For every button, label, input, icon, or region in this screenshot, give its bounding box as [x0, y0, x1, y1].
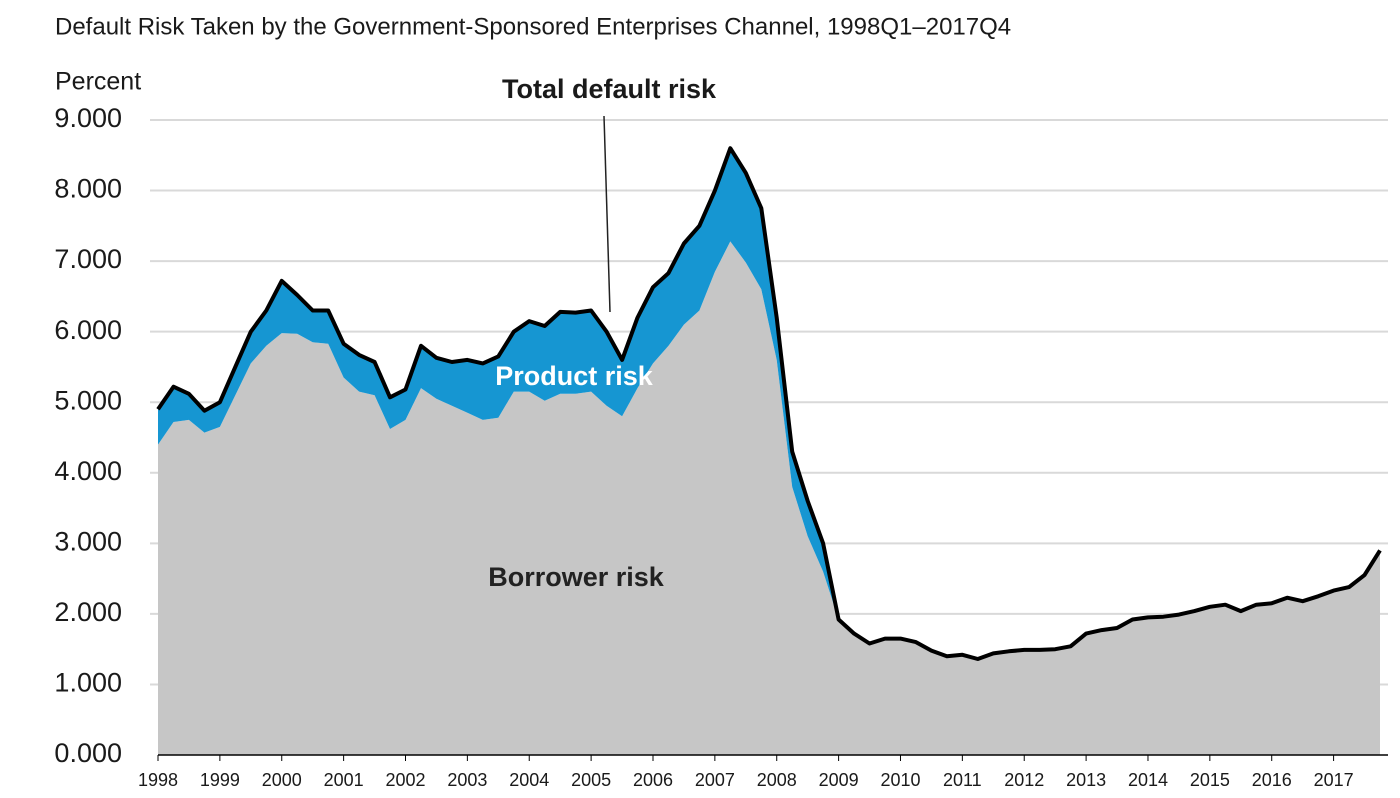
y-tick-label: 7.000 — [54, 244, 122, 274]
y-tick-label: 0.000 — [54, 738, 122, 768]
x-tick-label: 2011 — [943, 770, 982, 790]
x-tick-label: 1998 — [138, 770, 178, 790]
axes: 0.000 1.000 2.000 3.000 4.000 5.000 6.000 7.000… — [54, 103, 1388, 790]
total-line — [156, 146, 1382, 661]
area — [158, 241, 1380, 755]
x-tick-label: 2007 — [695, 770, 735, 790]
x-tick-label: 2000 — [262, 770, 302, 790]
x-tick-label: 2006 — [633, 770, 673, 790]
y-tick-label: 5.000 — [54, 385, 122, 415]
x-tick-label: 2005 — [571, 770, 611, 790]
y-tick-label: 6.000 — [54, 315, 122, 345]
x-tick-label: 2017 — [1314, 770, 1354, 790]
series-labels: Borrower risk Product risk — [488, 361, 665, 592]
y-tick-label: 4.000 — [54, 456, 122, 486]
x-tick-label: 2010 — [880, 770, 920, 790]
x-tick-label: 2015 — [1190, 770, 1230, 790]
annotation-pointer — [603, 115, 611, 313]
y-tick-label: 2.000 — [54, 597, 122, 627]
x-tick-label: 1999 — [200, 770, 240, 790]
annotation: Total default risk — [502, 74, 717, 104]
y-tick-label: 1.000 — [54, 668, 122, 698]
y-tick-label: 8.000 — [54, 174, 122, 204]
y-tick-label: 9.000 — [54, 103, 122, 133]
area — [158, 148, 1380, 659]
chart-title: Default Risk Taken by the Government-Spo… — [55, 13, 1011, 40]
x-tick-label: 2004 — [509, 770, 549, 790]
x-tick-label: 2009 — [819, 770, 859, 790]
x-tick-label: 2003 — [447, 770, 487, 790]
x-tick-label: 2002 — [385, 770, 425, 790]
series-label: Borrower risk — [488, 562, 665, 592]
x-tick-label: 2013 — [1066, 770, 1106, 790]
x-tick-label: 2012 — [1004, 770, 1044, 790]
series-label: Product risk — [495, 361, 654, 391]
x-tick-label: 2001 — [324, 770, 364, 790]
y-axis-label: Percent — [55, 68, 141, 96]
x-tick-label: 2016 — [1252, 770, 1292, 790]
x-tick-label: 2014 — [1128, 770, 1168, 790]
x-tick-label: 2008 — [757, 770, 797, 790]
y-tick-label: 3.000 — [54, 526, 122, 556]
plot-area — [156, 146, 1382, 755]
